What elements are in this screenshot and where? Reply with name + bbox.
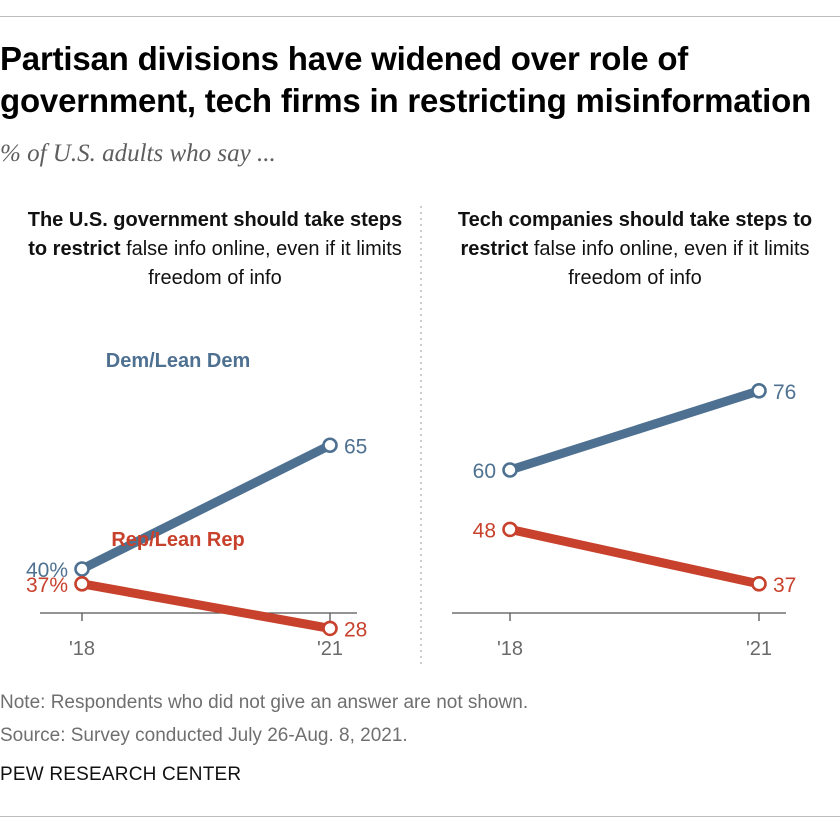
series-name-dem: Dem/Lean Dem bbox=[106, 350, 251, 372]
chart-source: Source: Survey conducted July 26-Aug. 8,… bbox=[0, 725, 408, 746]
data-point-dem bbox=[751, 382, 767, 399]
panel-2-heading-bold: Tech companies should take steps to rest… bbox=[457, 209, 813, 260]
panel-1-heading-rest: false info online, even if it limits fre… bbox=[126, 238, 402, 289]
x-tick-label: '21 bbox=[746, 638, 772, 660]
data-label-rep: 28 bbox=[344, 618, 367, 641]
x-tick-label: '18 bbox=[69, 638, 95, 660]
panel-1-heading: The U.S. government should take steps to… bbox=[20, 206, 410, 293]
panel-2-heading: Tech companies should take steps to rest… bbox=[440, 206, 830, 293]
chart-title: Partisan divisions have widened over rol… bbox=[0, 38, 830, 122]
data-label-dem: 40% bbox=[26, 559, 68, 582]
series-name-rep: Rep/Lean Rep bbox=[111, 529, 244, 551]
x-tick-label: '18 bbox=[497, 638, 523, 660]
data-point-rep bbox=[74, 576, 90, 592]
data-label-rep: 48 bbox=[473, 519, 496, 542]
chart-subtitle: % of U.S. adults who say ... bbox=[0, 140, 276, 167]
data-point-rep bbox=[322, 620, 338, 637]
series-line-dem bbox=[79, 441, 333, 574]
series-line-rep bbox=[509, 525, 760, 589]
data-point-rep bbox=[751, 576, 767, 592]
chart-note: Note: Respondents who did not give an an… bbox=[0, 692, 529, 713]
title-line-1: Partisan divisions have widened over rol… bbox=[0, 40, 689, 77]
data-label-dem: 60 bbox=[473, 460, 496, 483]
series-line-dem bbox=[508, 386, 761, 475]
top-rule bbox=[0, 16, 840, 17]
panel-2-heading-rest: false info online, even if it limits fre… bbox=[533, 238, 810, 289]
data-label-dem: 65 bbox=[344, 435, 367, 458]
data-point-dem bbox=[322, 437, 338, 454]
series-line-rep bbox=[81, 579, 331, 633]
data-label-dem: 76 bbox=[773, 381, 796, 404]
data-label-rep: 37% bbox=[26, 574, 68, 597]
panel-1-heading-bold: The U.S. government should take steps to… bbox=[27, 209, 403, 260]
data-point-dem bbox=[502, 462, 518, 478]
bottom-rule bbox=[0, 816, 840, 817]
data-label-rep: 37 bbox=[773, 574, 796, 597]
x-tick-label: '21 bbox=[317, 638, 343, 660]
footer-credit: PEW RESEARCH CENTER bbox=[0, 764, 242, 785]
data-point-dem bbox=[74, 561, 90, 577]
data-point-rep bbox=[502, 521, 518, 538]
title-line-2: government, tech firms in restricting mi… bbox=[0, 82, 812, 119]
